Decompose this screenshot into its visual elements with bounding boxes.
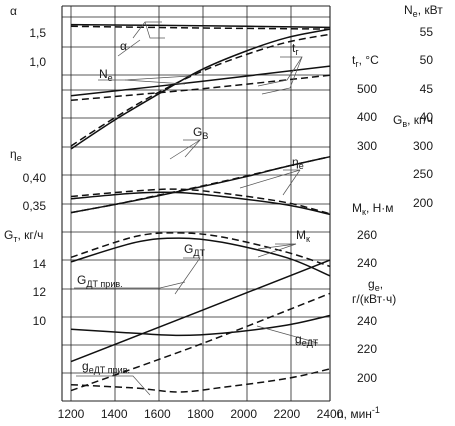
right-outer-tick-label: 250 [413,167,433,181]
right-inner-tick-label: 240 [357,256,377,270]
curve-label-eta: ηe [292,155,304,171]
right-axis-title-mk: Mк, Н·м [352,201,394,217]
x-tick-label: 1800 [187,407,214,421]
right-outer-tick-label: 50 [420,53,434,67]
left-tick-label: 1,0 [29,55,46,69]
curve-label-alpha: α [120,39,127,53]
leader-line [144,21,165,39]
right-axis-title-ne: Ne, кВт [404,3,443,19]
leader-line [174,257,201,295]
leader-line [261,56,303,95]
curve-label-gb: GB [193,125,208,141]
leader-line [184,139,201,158]
leader-line [257,243,297,250]
left-tick-label: 14 [33,257,47,271]
curve-label-ne: Ne [99,67,113,83]
leader-lines [74,21,319,396]
right-outer-tick-label: 200 [413,196,433,210]
x-tick-label: 1400 [101,407,128,421]
right-axis-title-ge-unit: г/(кВт·ч) [352,292,396,306]
series-line-alpha-solid [70,23,331,29]
right-axis-title-ge: ge, [368,277,383,293]
right-inner-tick-label: 260 [357,228,377,242]
left-tick-label: 10 [33,314,47,328]
series-line-gedtp-dashed [70,368,331,393]
right-inner-tick-label: 220 [357,342,377,356]
leader-line [76,375,151,396]
curve-label-mk: Mк [296,228,310,244]
series-line-gdt-solid [70,259,331,363]
leader-line [124,79,186,85]
curve-label-tg: tг [292,41,299,57]
right-inner-tick-label: 400 [357,110,377,124]
x-tick-label: 2000 [230,407,257,421]
right-outer-tick-label: 55 [420,25,434,39]
leader-line [169,139,202,160]
left-axis-title-eta: ηe [10,147,22,163]
curve-label-gedt: geДТ [295,332,319,348]
right-axis-title-tg: tг, °C [352,53,379,69]
leader-line [282,169,301,196]
left-tick-label: 0,40 [23,171,47,185]
series-line-ne-dashed [70,33,331,147]
curves [70,23,331,393]
right-outer-tick-label: 45 [420,82,434,96]
left-tick-label: 1,5 [29,26,46,40]
series-line-eta-dashed [70,188,331,215]
series-line-eta-solid [70,191,331,216]
curve-label-gdtp: GДТ прив. [77,273,123,289]
right-outer-tick-label: 40 [420,110,434,124]
right-axis-title-gb: Gв, кг/ч [393,113,433,129]
left-tick-label: 0,35 [23,199,47,213]
left-axis-title-alpha: α [10,4,17,18]
right-outer-tick-label: 300 [413,139,433,153]
right-inner-tick-label: 200 [357,371,377,385]
leader-line [257,243,297,258]
right-inner-tick-label: 240 [357,314,377,328]
left-tick-label: 12 [33,285,47,299]
left-axis-title-gt: Gт, кг/ч [4,228,43,244]
x-tick-label: 2400 [317,407,344,421]
series-line-gdtp-dashed [70,292,331,392]
series-line-mk-dashed [70,232,331,268]
leader-line [257,56,303,87]
series-line-tg-solid [70,65,331,97]
x-tick-label: 1600 [144,407,171,421]
right-inner-tick-label: 500 [357,82,377,96]
curve-label-gdt: GДТ [184,242,205,258]
leader-line [256,325,319,344]
right-inner-tick-label: 300 [357,139,377,153]
leader-line [74,281,186,289]
curve-label-gedtp: geДТ прив. [82,359,130,375]
series-line-gb-dashed [70,155,331,214]
x-axis-label: n, мин-1 [337,405,380,421]
series-line-gedt-solid [70,314,331,337]
leader-line [117,39,141,57]
x-tick-label: 2200 [273,407,300,421]
x-tick-label: 1200 [58,407,85,421]
series-line-mk-solid [70,237,331,277]
series-line-ne-solid [70,28,331,150]
